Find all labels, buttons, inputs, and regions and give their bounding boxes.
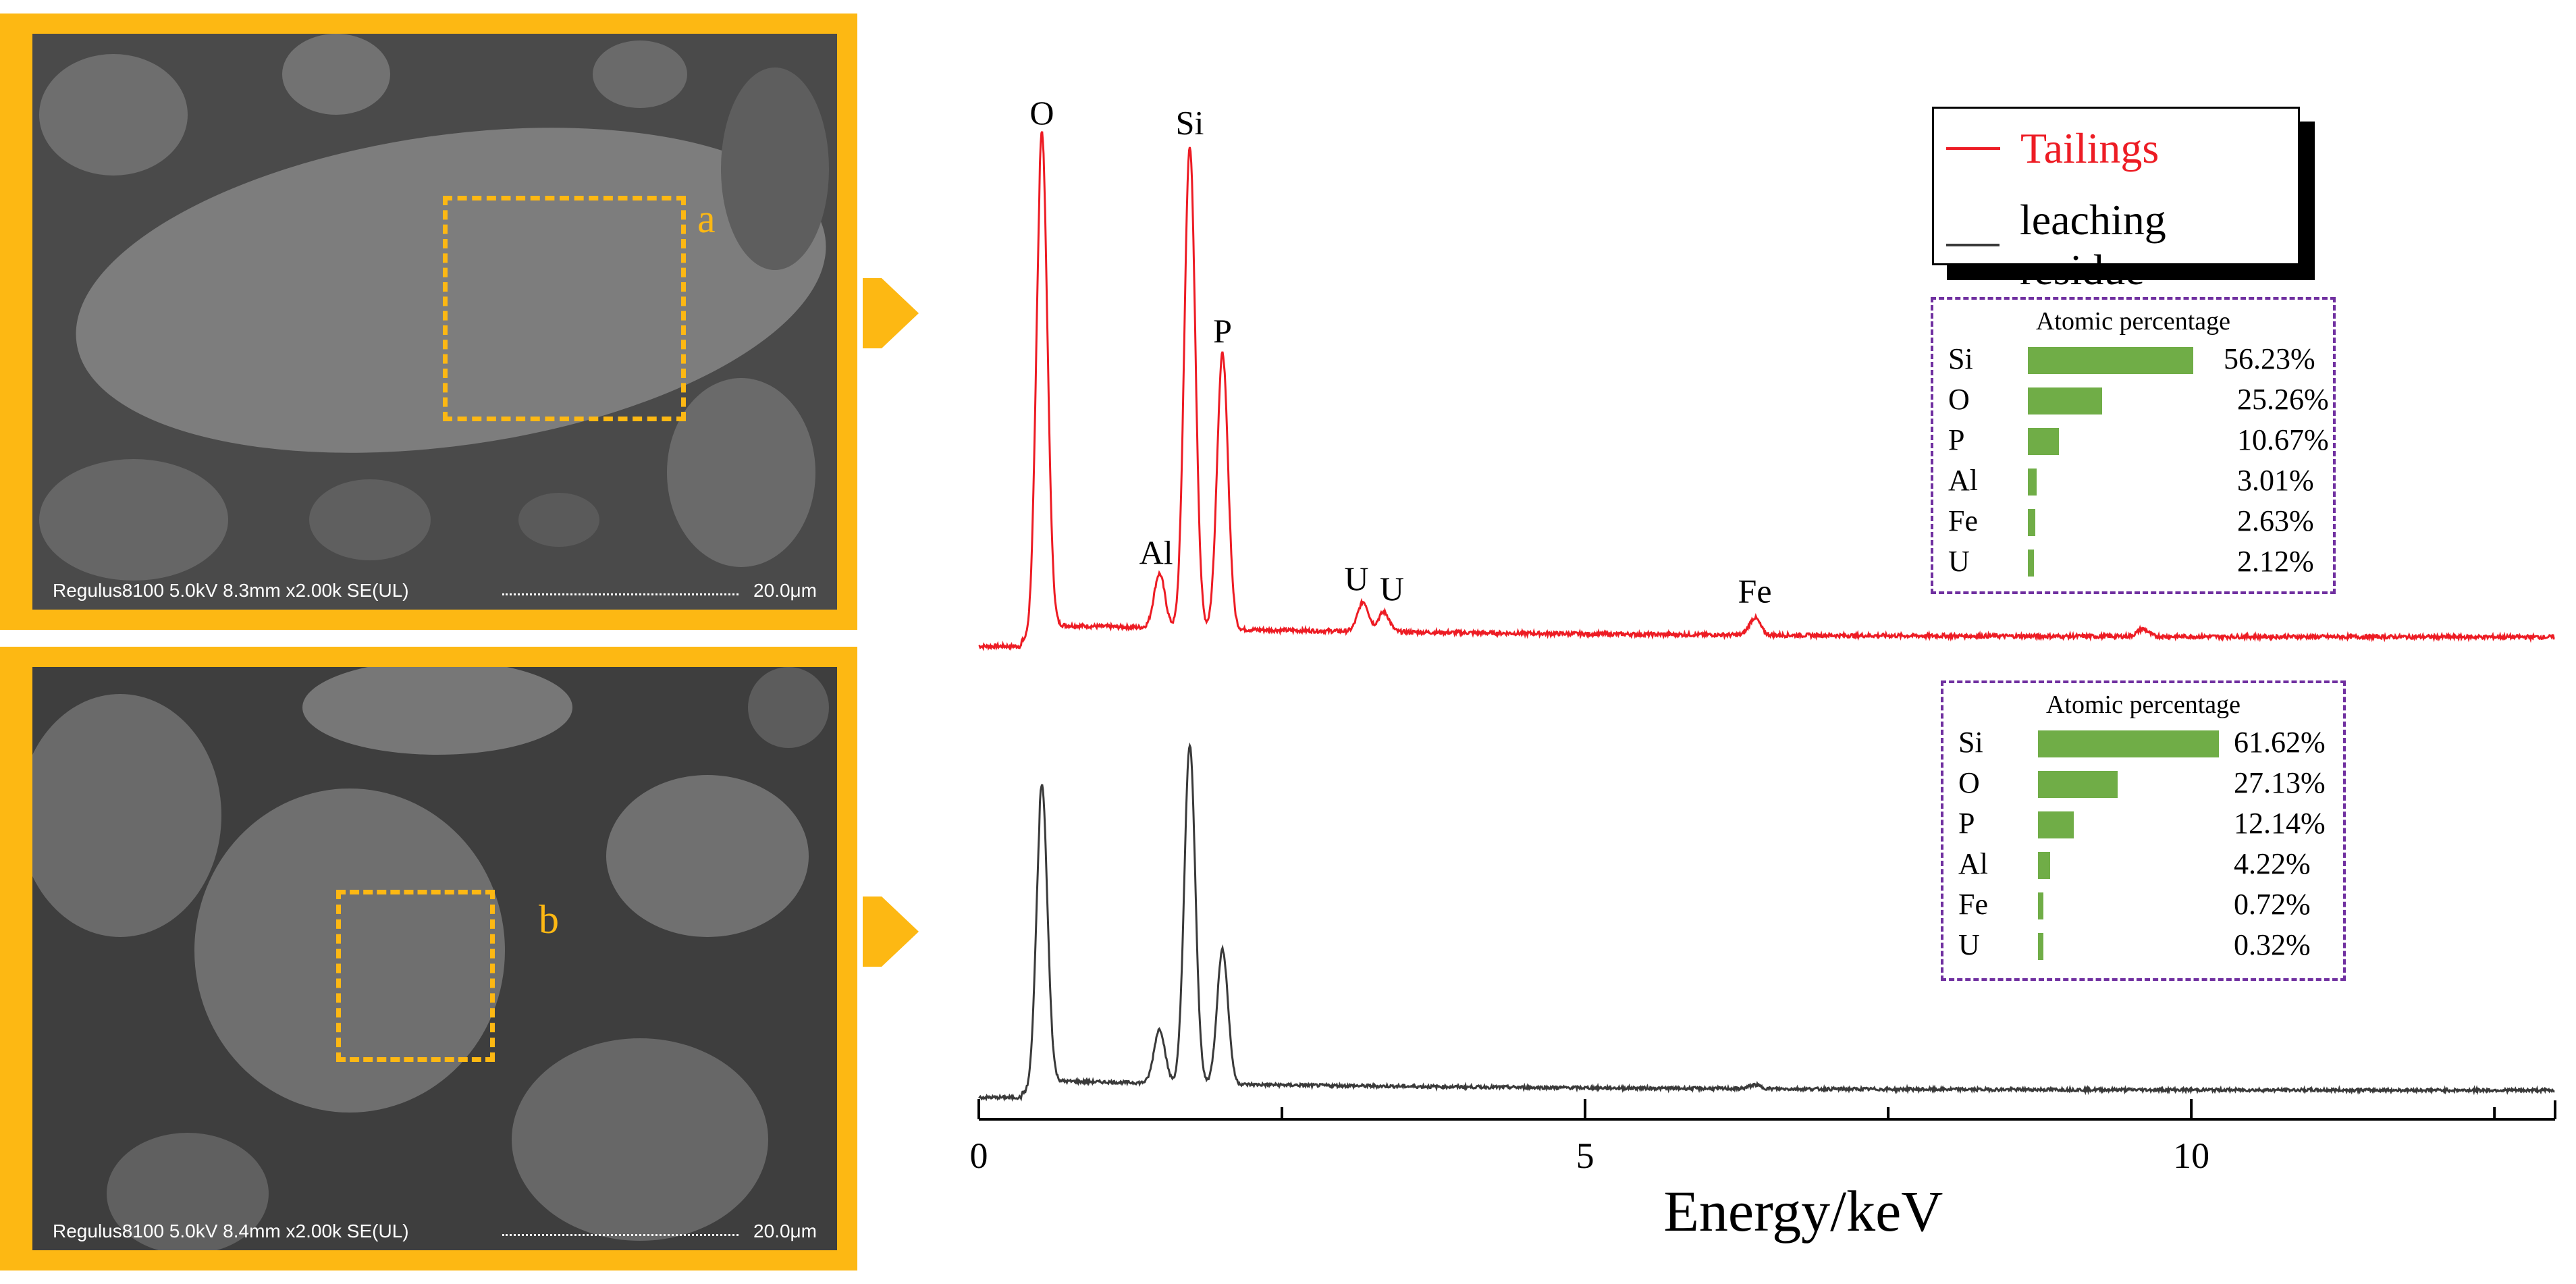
sem-panel-tailings: a Regulus8100 5.0kV 8.3mm x2.00k SE(UL) … <box>0 14 857 630</box>
sem-info-text: Regulus8100 5.0kV 8.3mm x2.00k SE(UL) <box>53 580 409 601</box>
zoom-label-a: a <box>697 196 716 241</box>
atomic-row-u: U 0.32% <box>1943 928 2343 968</box>
x-tick-label: 0 <box>970 1135 988 1176</box>
atomic-value-label: 61.62% <box>2234 726 2326 759</box>
spectrum-line-tailings <box>978 131 2555 651</box>
atomic-row-al: Al 4.22% <box>1943 847 2343 887</box>
atomic-bar <box>2038 811 2074 838</box>
atomic-element-label: U <box>1948 545 1970 578</box>
atomic-element-label: P <box>1958 807 1975 840</box>
x-tick-label: 5 <box>1576 1135 1594 1176</box>
atomic-bar <box>2038 852 2051 879</box>
legend-swatch-residue <box>1946 244 2000 246</box>
peak-label-al: Al <box>1139 534 1173 572</box>
atomic-element-label: P <box>1948 423 1965 456</box>
atomic-value-label: 56.23% <box>2224 342 2315 375</box>
atomic-bar <box>2028 509 2036 536</box>
atomic-value-label: 27.13% <box>2234 766 2326 799</box>
scale-bar: 20.0μm <box>502 580 817 601</box>
atomic-bar <box>2028 347 2193 374</box>
atomic-row-o: O 27.13% <box>1943 766 2343 806</box>
arrow-stem-bottom <box>863 897 882 967</box>
atomic-row-o: O 25.26% <box>1933 382 2333 423</box>
arrow-right-icon <box>882 897 919 967</box>
legend-label-residue: leaching residue <box>2019 196 2166 294</box>
arrow-right-icon <box>882 278 919 348</box>
zoom-region-b <box>336 890 495 1062</box>
scale-bar: 20.0μm <box>502 1221 817 1242</box>
x-axis-title: Energy/keV <box>1663 1179 1943 1243</box>
atomic-row-si: Si 61.62% <box>1943 725 2343 766</box>
scale-dots <box>502 1227 739 1236</box>
atomic-row-si: Si 56.23% <box>1933 342 2333 382</box>
sem-image-tailings: a Regulus8100 5.0kV 8.3mm x2.00k SE(UL) … <box>32 34 837 610</box>
atomic-row-u: U 2.12% <box>1933 544 2333 585</box>
scale-label: 20.0μm <box>753 580 817 601</box>
atomic-element-label: O <box>1958 766 1980 799</box>
legend-label-tailings: Tailings <box>2020 124 2159 172</box>
sem-texture <box>32 667 837 1250</box>
atomic-value-label: 3.01% <box>2237 464 2314 497</box>
atomic-value-label: 4.22% <box>2234 847 2311 880</box>
peak-label-u: U <box>1344 560 1368 597</box>
peak-label-p: P <box>1213 312 1232 350</box>
atomic-element-label: Fe <box>1948 504 1978 537</box>
x-tick-label: 10 <box>2173 1135 2209 1176</box>
atomic-bar <box>2038 933 2043 960</box>
atomic-element-label: U <box>1958 928 1980 961</box>
atomic-value-label: 25.26% <box>2237 383 2329 416</box>
peak-label-u: U <box>1380 570 1404 608</box>
atomic-percentage-box-tailings: Atomic percentage Si 56.23% O 25.26% P 10.67%… <box>1931 297 2336 594</box>
atomic-percentage-box-residue: Atomic percentage Si 61.62% O 27.13% P 12.14%… <box>1941 680 2346 981</box>
atomic-bar <box>2038 730 2220 757</box>
atomic-title: Atomic percentage <box>2035 307 2231 336</box>
legend-item-residue: leaching residue <box>1946 195 2298 295</box>
atomic-value-label: 2.12% <box>2237 545 2314 578</box>
atomic-bar <box>2028 469 2037 496</box>
sem-panel-residue: b Regulus8100 5.0kV 8.4mm x2.00k SE(UL) … <box>0 647 857 1270</box>
atomic-row-fe: Fe 0.72% <box>1943 887 2343 928</box>
atomic-element-label: Si <box>1948 342 1973 375</box>
atomic-bar <box>2028 428 2060 455</box>
atomic-row-fe: Fe 2.63% <box>1933 504 2333 544</box>
atomic-row-p: P 12.14% <box>1943 806 2343 847</box>
atomic-element-label: O <box>1948 383 1970 416</box>
atomic-element-label: Fe <box>1958 888 1988 921</box>
atomic-bar <box>2028 550 2035 577</box>
atomic-bar <box>2038 771 2118 798</box>
zoom-label-b: b <box>539 897 559 942</box>
spectrum-line-residue <box>978 742 2555 1102</box>
arrow-stem-top <box>863 278 882 348</box>
atomic-bar <box>2028 387 2102 414</box>
sem-info-text: Regulus8100 5.0kV 8.4mm x2.00k SE(UL) <box>53 1221 409 1241</box>
peak-label-fe: Fe <box>1738 572 1772 610</box>
atomic-value-label: 2.63% <box>2237 504 2314 537</box>
sem-texture <box>32 34 837 610</box>
atomic-element-label: Si <box>1958 726 1983 759</box>
sem-info-bar: Regulus8100 5.0kV 8.4mm x2.00k SE(UL) 20… <box>32 1212 837 1250</box>
atomic-row-p: P 10.67% <box>1933 423 2333 463</box>
zoom-region-a <box>443 196 686 421</box>
legend-swatch-tailings <box>1946 147 2000 150</box>
scale-label: 20.0μm <box>753 1221 817 1241</box>
sem-info-bar: Regulus8100 5.0kV 8.3mm x2.00k SE(UL) 20… <box>32 572 837 610</box>
atomic-value-label: 10.67% <box>2237 423 2329 456</box>
atomic-element-label: Al <box>1948 464 1978 497</box>
atomic-value-label: 12.14% <box>2234 807 2326 840</box>
sem-image-residue: b Regulus8100 5.0kV 8.4mm x2.00k SE(UL) … <box>32 667 837 1250</box>
atomic-element-label: Al <box>1958 847 1988 880</box>
scale-dots <box>502 587 739 595</box>
peak-label-o: O <box>1029 94 1054 132</box>
atomic-value-label: 0.32% <box>2234 928 2311 961</box>
atomic-row-al: Al 3.01% <box>1933 463 2333 504</box>
atomic-value-label: 0.72% <box>2234 888 2311 921</box>
peak-label-si: Si <box>1176 104 1204 142</box>
atomic-bar <box>2038 892 2043 919</box>
chart-legend: Tailings leaching residue <box>1932 107 2300 294</box>
legend-item-tailings: Tailings <box>1946 124 2159 173</box>
atomic-title: Atomic percentage <box>2045 691 2241 719</box>
